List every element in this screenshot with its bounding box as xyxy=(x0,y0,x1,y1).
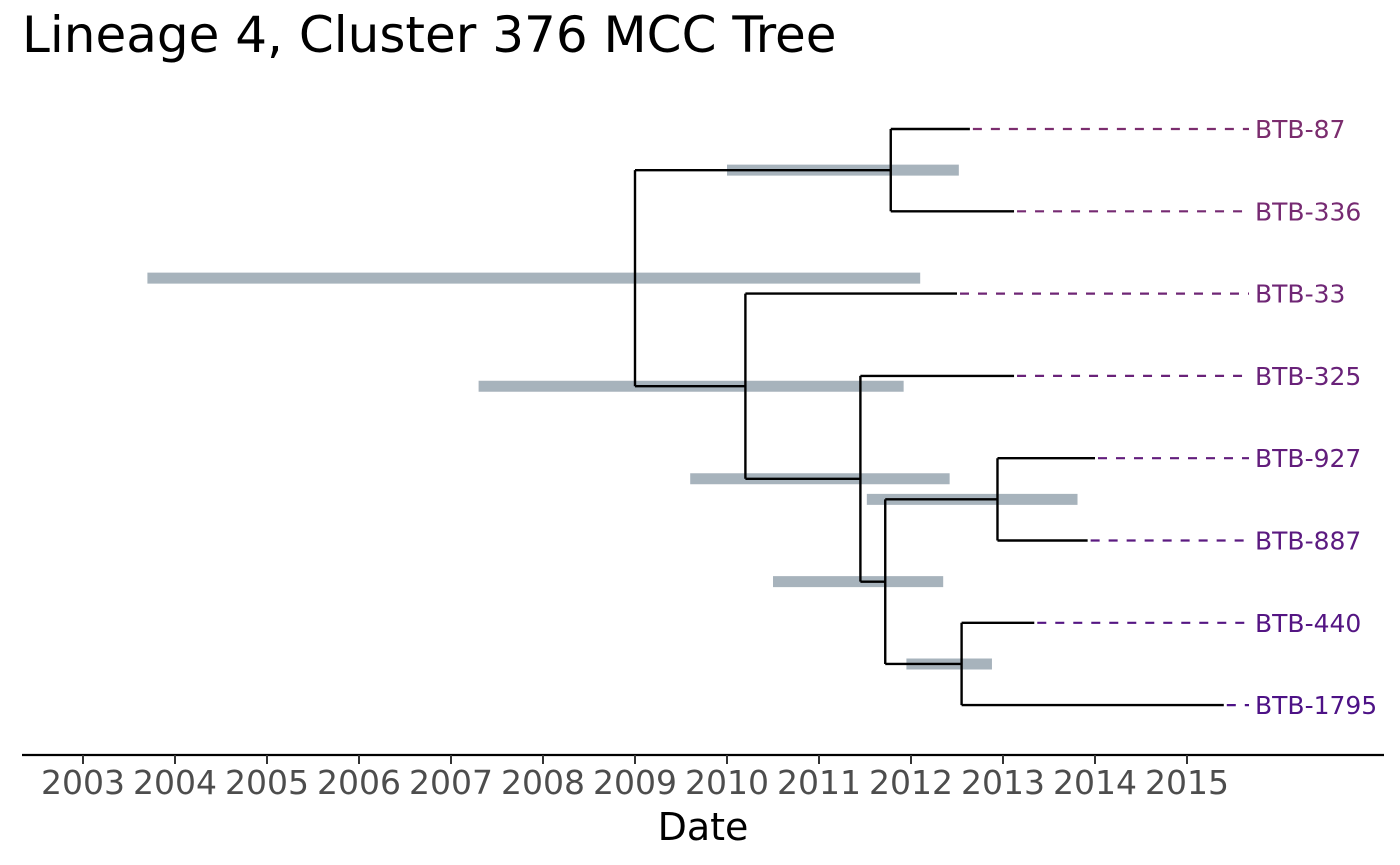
x-tick-label-2012: 2012 xyxy=(869,763,953,802)
x-tick-label-2014: 2014 xyxy=(1053,763,1137,802)
x-tick-label-2015: 2015 xyxy=(1145,763,1229,802)
x-tick-label-2003: 2003 xyxy=(41,763,125,802)
tip-label-BTB-325: BTB-325 xyxy=(1255,362,1361,391)
tip-labels: BTB-87 BTB-336 BTB-33 BTB-325 BTB-927 BTB-887… xyxy=(960,115,1377,720)
x-tick-label-2011: 2011 xyxy=(777,763,861,802)
tip-label-BTB-440: BTB-440 xyxy=(1255,609,1361,638)
tip-label-BTB-887: BTB-887 xyxy=(1255,527,1361,556)
chart-title: Lineage 4, Cluster 376 MCC Tree xyxy=(22,6,837,64)
x-tick-label-2005: 2005 xyxy=(225,763,309,802)
x-tick-label-2010: 2010 xyxy=(685,763,769,802)
x-tick-label-2007: 2007 xyxy=(409,763,493,802)
tip-label-BTB-33: BTB-33 xyxy=(1255,280,1345,309)
tree-branches xyxy=(633,127,1224,707)
x-tick-label-2004: 2004 xyxy=(133,763,217,802)
x-tick-label-2009: 2009 xyxy=(593,763,677,802)
tip-label-BTB-87: BTB-87 xyxy=(1255,115,1345,144)
hpd-bars xyxy=(147,164,1078,670)
x-tick-label-2006: 2006 xyxy=(317,763,401,802)
x-axis: 2003 2004 2005 2006 2007 2008 2009 2010 2011 2012… xyxy=(22,753,1384,849)
tip-label-BTB-1795: BTB-1795 xyxy=(1255,691,1377,720)
x-axis-title: Date xyxy=(658,805,749,849)
tip-label-BTB-927: BTB-927 xyxy=(1255,444,1361,473)
x-axis-ticks: 2003 2004 2005 2006 2007 2008 2009 2010 2011 2012… xyxy=(41,755,1229,802)
tip-label-BTB-336: BTB-336 xyxy=(1255,197,1361,226)
x-tick-label-2008: 2008 xyxy=(501,763,585,802)
x-tick-label-2013: 2013 xyxy=(961,763,1045,802)
